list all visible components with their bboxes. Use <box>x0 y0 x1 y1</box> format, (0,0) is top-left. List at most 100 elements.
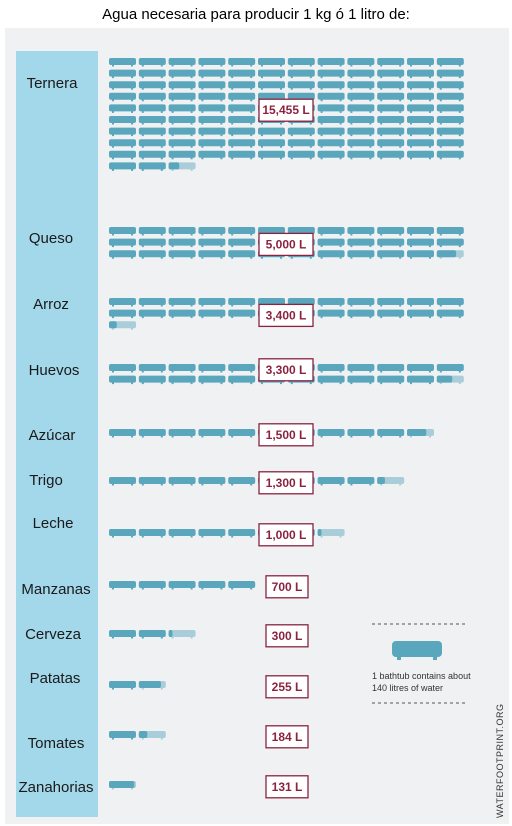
bathtub-icon <box>138 681 166 690</box>
value-label: 3,300 L <box>266 363 307 377</box>
value-box <box>265 675 309 699</box>
category-label-bar <box>16 51 98 817</box>
bathtub-icon <box>436 309 464 319</box>
bathtub-icon <box>436 139 464 148</box>
category-12: Zanahorias 131 L <box>18 775 309 799</box>
bathtub-icon <box>109 69 136 79</box>
bathtub-icon <box>377 238 405 248</box>
bathtub-icon <box>198 581 226 590</box>
bathtub-icon <box>138 58 166 67</box>
value-label: 1,000 L <box>266 528 307 542</box>
bathtub-icon <box>377 69 405 79</box>
bathtub-icon <box>138 139 166 148</box>
value-box <box>265 725 309 749</box>
bathtub-icon <box>407 116 434 125</box>
bathtub-icon <box>317 116 345 125</box>
bathtub-icon <box>168 529 196 538</box>
value-label: 184 L <box>272 730 303 744</box>
bathtub-icon <box>317 227 345 236</box>
category-label: Zanahorias <box>18 779 93 796</box>
bathtub-icon <box>377 477 405 486</box>
bathtub-icon <box>109 529 136 538</box>
bathtub-icon <box>377 227 405 236</box>
bathtub-icon <box>228 298 256 307</box>
bathtub-icon <box>347 81 375 90</box>
bathtub-icon <box>198 116 226 125</box>
bathtub-icon <box>407 298 434 307</box>
bathtub-icon <box>138 309 166 319</box>
bathtub-icon <box>168 630 196 639</box>
value-box <box>258 471 314 495</box>
bathtub-icon <box>287 58 315 67</box>
bathtub-icon <box>138 162 166 171</box>
bathtub-icon <box>407 250 434 259</box>
category-label: Manzanas <box>21 581 90 598</box>
bathtub-icon <box>377 150 405 160</box>
category-label: Azúcar <box>29 427 76 444</box>
bathtub-icon <box>436 250 464 259</box>
bathtub-icon <box>168 150 196 160</box>
value-box <box>258 423 314 447</box>
value-box <box>258 232 314 257</box>
bathtub-icon <box>347 139 375 148</box>
bathtub-icon <box>317 529 345 538</box>
value-label: 131 L <box>272 780 303 794</box>
bathtub-icon <box>168 581 196 590</box>
bathtub-icon <box>168 238 196 248</box>
bathtub-icon <box>198 238 226 248</box>
bathtub-icon <box>228 309 256 319</box>
bathtub-icon <box>168 162 196 171</box>
tub-remainder <box>168 630 196 639</box>
bathtub-icon <box>436 116 464 125</box>
bathtub-icon <box>198 227 226 236</box>
bathtub-icon <box>377 92 405 102</box>
legend: 1 bathtub contains about 140 litres of wa… <box>372 623 471 704</box>
bathtub-icon <box>138 581 166 590</box>
bathtub-icon <box>198 58 226 67</box>
bathtub-icon <box>377 375 405 385</box>
bathtub-icon <box>109 630 136 639</box>
category-1: Ternera 15,455 L <box>27 58 464 171</box>
bathtub-icon <box>138 375 166 385</box>
bathtub-icon <box>317 150 345 160</box>
bathtub-icon <box>407 58 434 67</box>
category-label: Queso <box>29 230 73 247</box>
category-2: Queso 5,000 L <box>29 227 464 259</box>
bathtub-icon <box>228 69 256 79</box>
bathtub-icon <box>168 477 196 486</box>
category-label: Leche <box>33 515 74 532</box>
bathtub-icon <box>317 238 345 248</box>
bathtub-icon <box>436 81 464 90</box>
bathtub-icon <box>109 81 136 90</box>
bathtub-icon <box>377 104 405 113</box>
bathtub-icon <box>287 81 315 90</box>
bathtub-icon <box>109 139 136 148</box>
category-6: Trigo 1,300 L <box>29 471 405 495</box>
bathtub-icon <box>109 238 136 248</box>
bathtub-icon <box>347 227 375 236</box>
source-credit: WATERFOOTPRINT.ORG <box>495 704 505 819</box>
bathtub-icon <box>317 364 345 373</box>
bathtub-icon <box>436 375 464 385</box>
bathtub-icon <box>198 104 226 113</box>
bathtub-icon <box>347 250 375 259</box>
bathtub-icon <box>198 250 226 259</box>
bathtub-icon <box>109 321 136 330</box>
bathtub-icon <box>317 375 345 385</box>
bathtub-icon <box>317 104 345 113</box>
bathtub-icon <box>377 127 405 137</box>
bathtub-icon <box>109 429 136 438</box>
bathtub-icon <box>347 127 375 137</box>
bathtub-icon <box>228 477 256 486</box>
category-8: Manzanas 700 L <box>21 575 309 599</box>
bathtub-icon <box>228 429 256 438</box>
bathtub-icon <box>228 116 256 125</box>
bathtub-icon <box>228 375 256 385</box>
bathtub-icon <box>347 309 375 319</box>
bathtub-icon <box>317 92 345 102</box>
bathtub-icon <box>198 139 226 148</box>
category-7: Leche 1,000 L <box>33 515 345 547</box>
bathtub-icon <box>138 227 166 236</box>
bathtub-icon <box>347 69 375 79</box>
